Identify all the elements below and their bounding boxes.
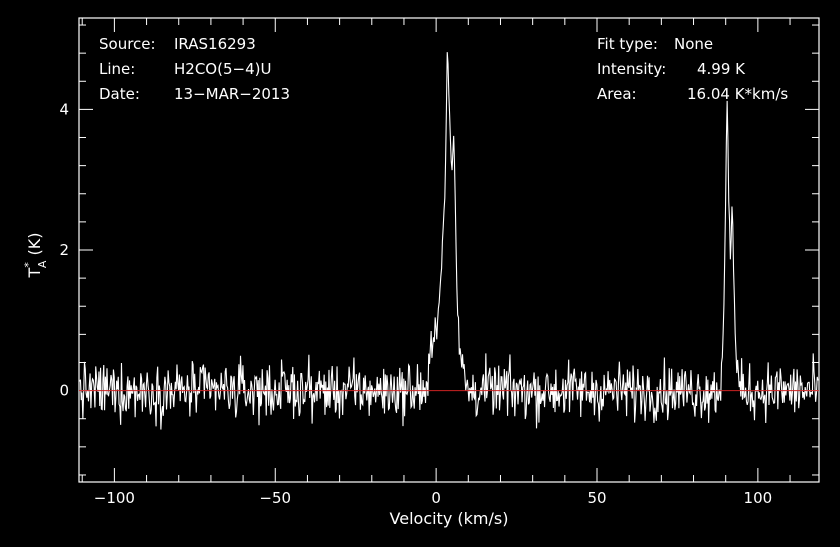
y-tick-label: 0 <box>59 382 69 400</box>
svg-text:T*A (K): T*A (K) <box>22 233 49 279</box>
x-tick-label: −100 <box>94 489 135 507</box>
info-area-label: Area: <box>597 85 637 103</box>
info-source-label: Source: <box>99 35 156 53</box>
info-intensity-value: 4.99 K <box>697 60 746 78</box>
info-fit-value: None <box>674 35 714 53</box>
x-tick-label: 100 <box>744 489 773 507</box>
x-tick-label: −50 <box>259 489 291 507</box>
x-axis-label: Velocity (km/s) <box>390 509 509 528</box>
y-tick-label: 4 <box>59 100 69 118</box>
info-area-value: 16.04 K*km/s <box>687 85 789 103</box>
x-tick-label: 0 <box>431 489 441 507</box>
info-line-label: Line: <box>99 60 136 78</box>
info-date-value: 13−MAR−2013 <box>174 85 291 103</box>
info-intensity-label: Intensity: <box>597 60 667 78</box>
info-date-label: Date: <box>99 85 140 103</box>
info-line-value: H2CO(5−4)U <box>174 60 272 78</box>
axis-ticks <box>79 18 819 482</box>
y-tick-label: 2 <box>59 241 69 259</box>
info-fit-label: Fit type: <box>597 35 658 53</box>
info-source-value: IRAS16293 <box>174 35 256 53</box>
x-tick-label: 50 <box>587 489 606 507</box>
y-axis-label: T*A (K) <box>22 233 49 279</box>
tick-labels: −100 −50 0 50 100 0 2 4 <box>59 100 772 507</box>
spectrum-line <box>79 52 819 430</box>
